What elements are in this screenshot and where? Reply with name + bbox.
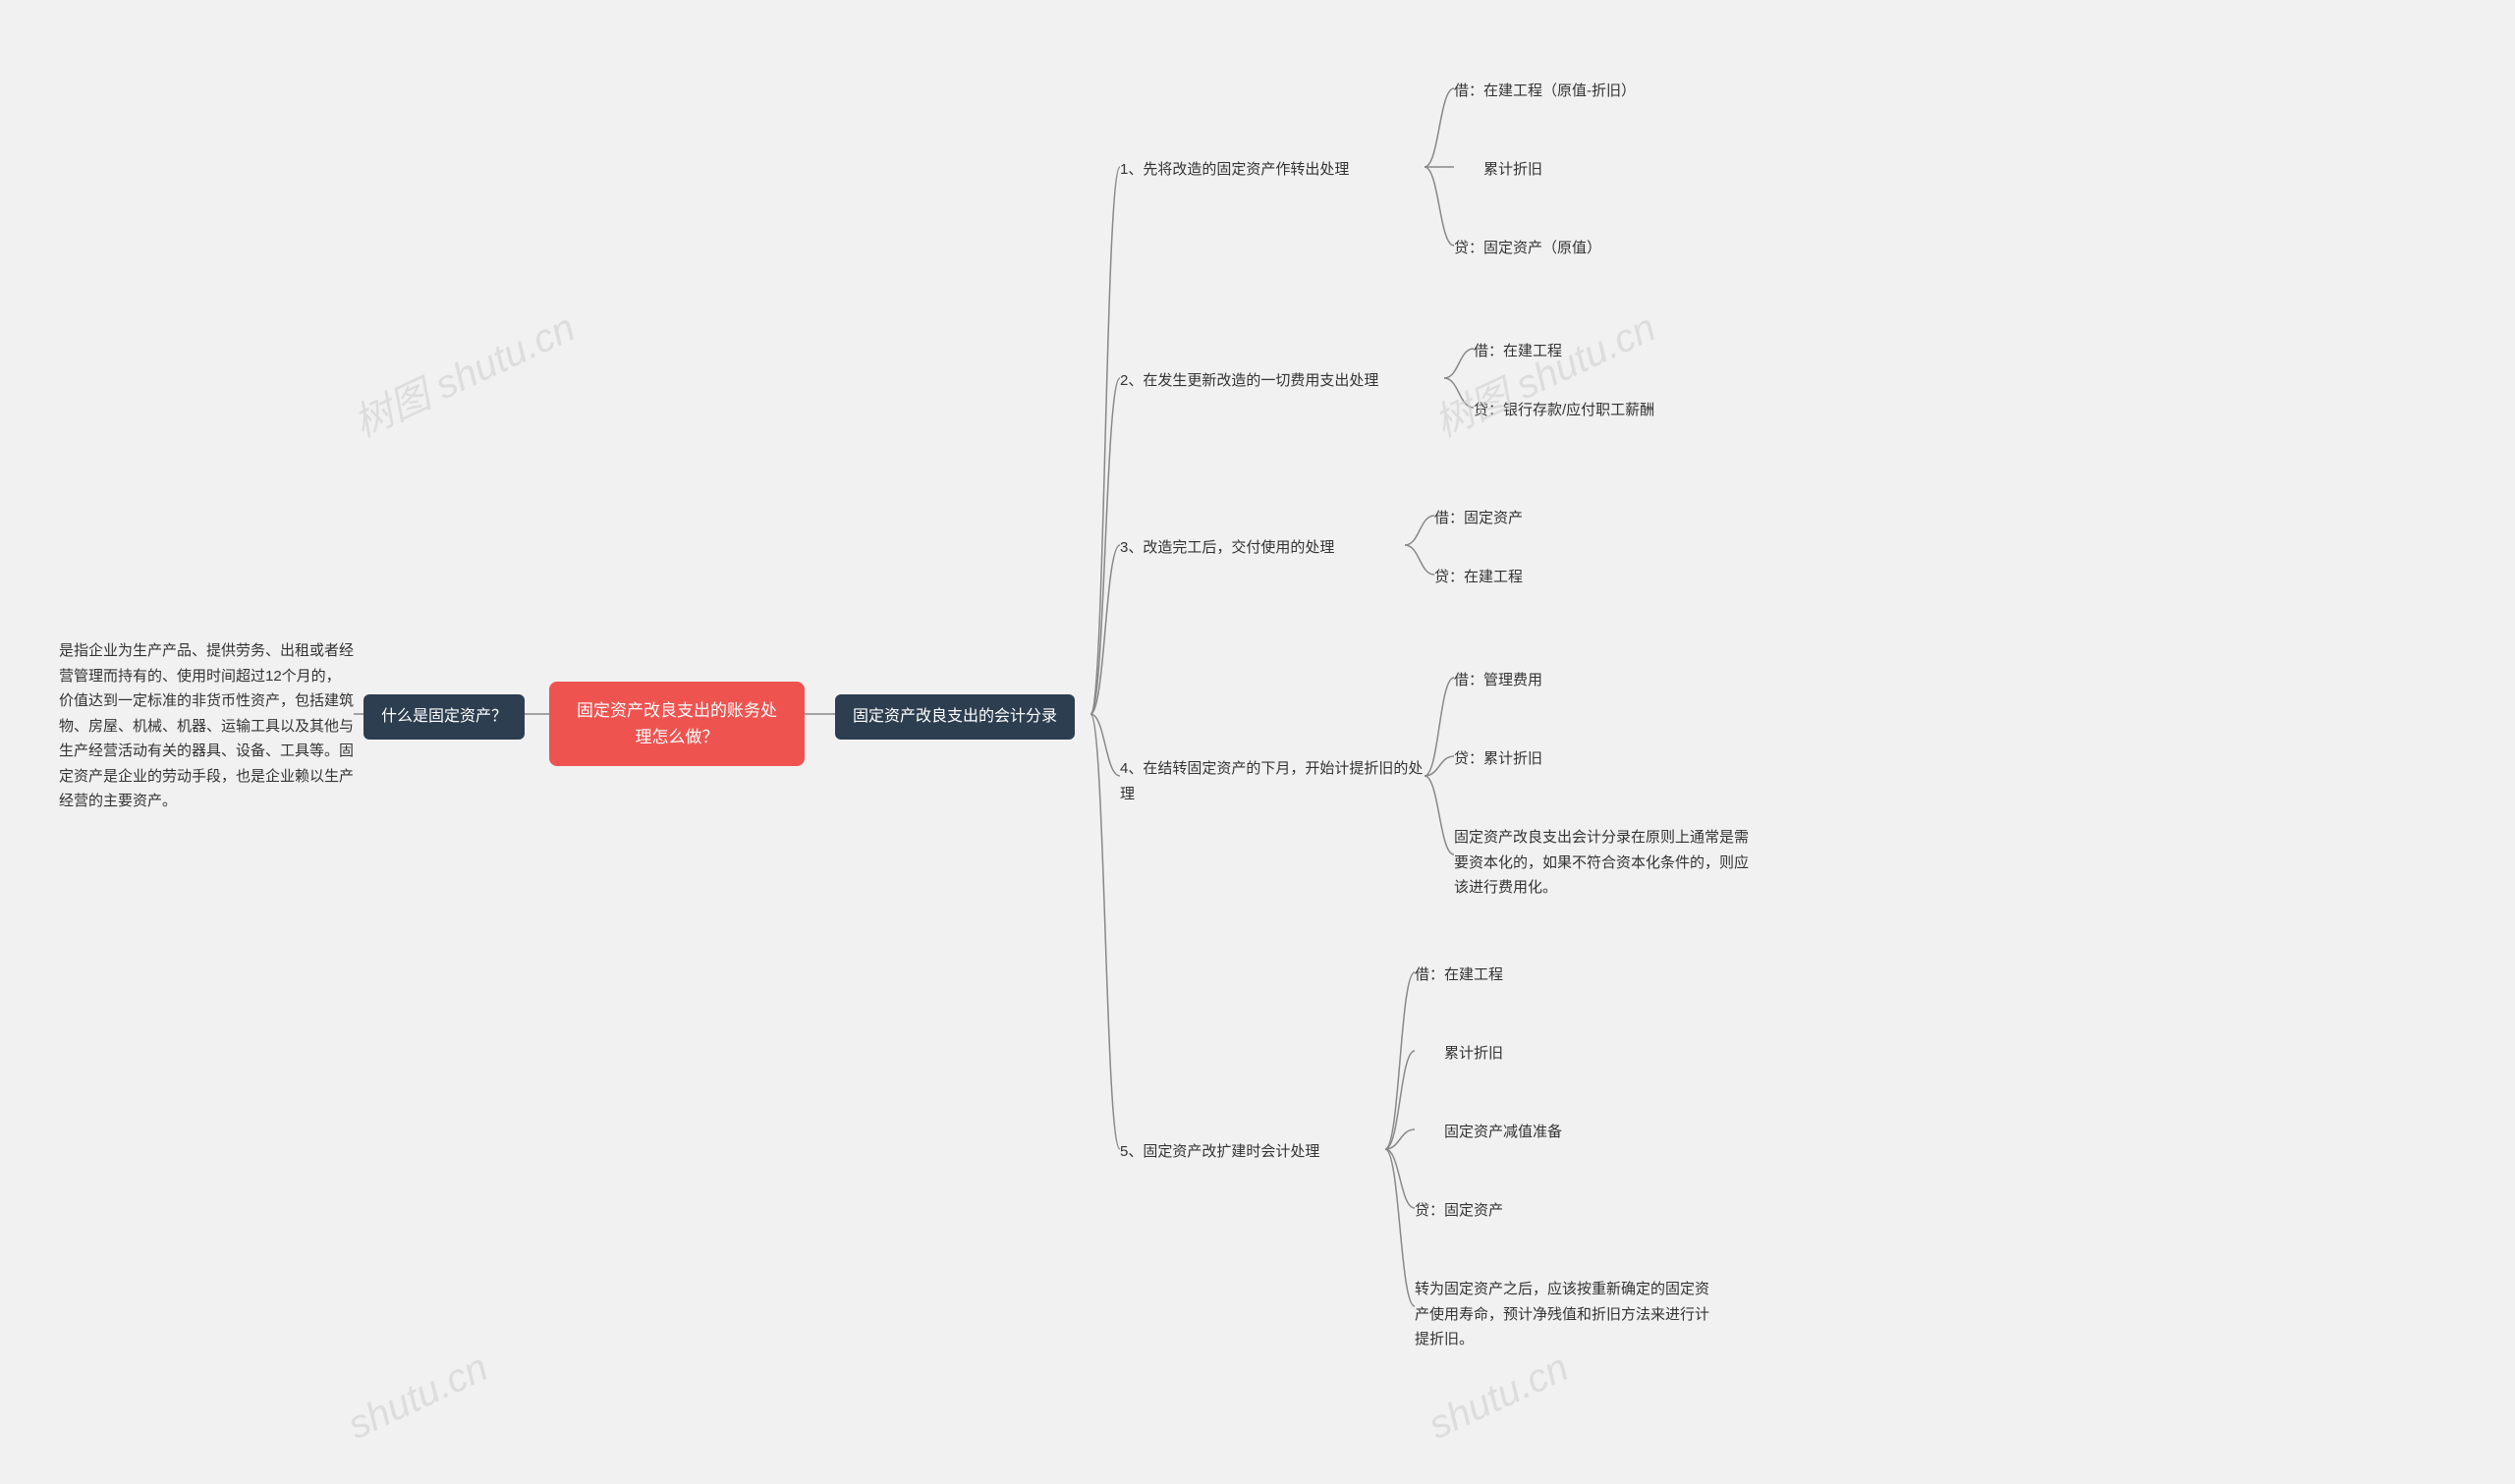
group-2-child-1: 贷：银行存款/应付职工薪酬 (1474, 398, 1654, 423)
group-3-child-1: 贷：在建工程 (1434, 565, 1523, 590)
group-4-child-1: 贷：累计折旧 (1454, 746, 1542, 772)
group-2-label[interactable]: 2、在发生更新改造的一切费用支出处理 (1120, 368, 1444, 394)
group-2-child-0: 借：在建工程 (1474, 339, 1562, 364)
group-4-child-0: 借：管理费用 (1454, 668, 1542, 693)
group-4-child-2: 固定资产改良支出会计分录在原则上通常是需要资本化的，如果不符合资本化条件的，则应… (1454, 825, 1759, 901)
left-leaf: 是指企业为生产产品、提供劳务、出租或者经营管理而持有的、使用时间超过12个月的，… (59, 638, 354, 814)
connector-layer (0, 0, 2515, 1484)
group-5-child-1: 累计折旧 (1415, 1041, 1503, 1067)
group-1-child-0: 借：在建工程（原值-折旧） (1454, 79, 1636, 104)
watermark-0: 树图 shutu.cn (343, 297, 583, 449)
watermark-2: shutu.cn (342, 1346, 495, 1449)
watermark-1: 树图 shutu.cn (1424, 297, 1663, 449)
group-5-label[interactable]: 5、固定资产改扩建时会计处理 (1120, 1139, 1385, 1165)
group-5-child-3: 贷：固定资产 (1415, 1198, 1503, 1224)
left-leaf-text: 是指企业为生产产品、提供劳务、出租或者经营管理而持有的、使用时间超过12个月的，… (59, 642, 354, 809)
group-1-label[interactable]: 1、先将改造的固定资产作转出处理 (1120, 157, 1425, 183)
root-node[interactable]: 固定资产改良支出的账务处理怎么做？ (549, 682, 805, 766)
group-5-child-0: 借：在建工程 (1415, 962, 1503, 988)
group-1-child-1: 累计折旧 (1454, 157, 1542, 183)
group-3-label[interactable]: 3、改造完工后，交付使用的处理 (1120, 535, 1405, 561)
group-5-child-2: 固定资产减值准备 (1415, 1120, 1562, 1145)
watermark-3: shutu.cn (1423, 1346, 1576, 1449)
group-4-label[interactable]: 4、在结转固定资产的下月，开始计提折旧的处理 (1120, 756, 1425, 806)
right-branch[interactable]: 固定资产改良支出的会计分录 (835, 694, 1075, 740)
group-1-child-2: 贷：固定资产（原值） (1454, 236, 1601, 261)
right-branch-text: 固定资产改良支出的会计分录 (853, 708, 1057, 725)
group-5-child-4: 转为固定资产之后，应该按重新确定的固定资产使用寿命，预计净残值和折旧方法来进行计… (1415, 1277, 1719, 1352)
left-branch[interactable]: 什么是固定资产？ (363, 694, 525, 740)
left-branch-text: 什么是固定资产？ (381, 708, 507, 725)
group-3-child-0: 借：固定资产 (1434, 506, 1523, 531)
root-text: 固定资产改良支出的账务处理怎么做？ (577, 701, 777, 746)
